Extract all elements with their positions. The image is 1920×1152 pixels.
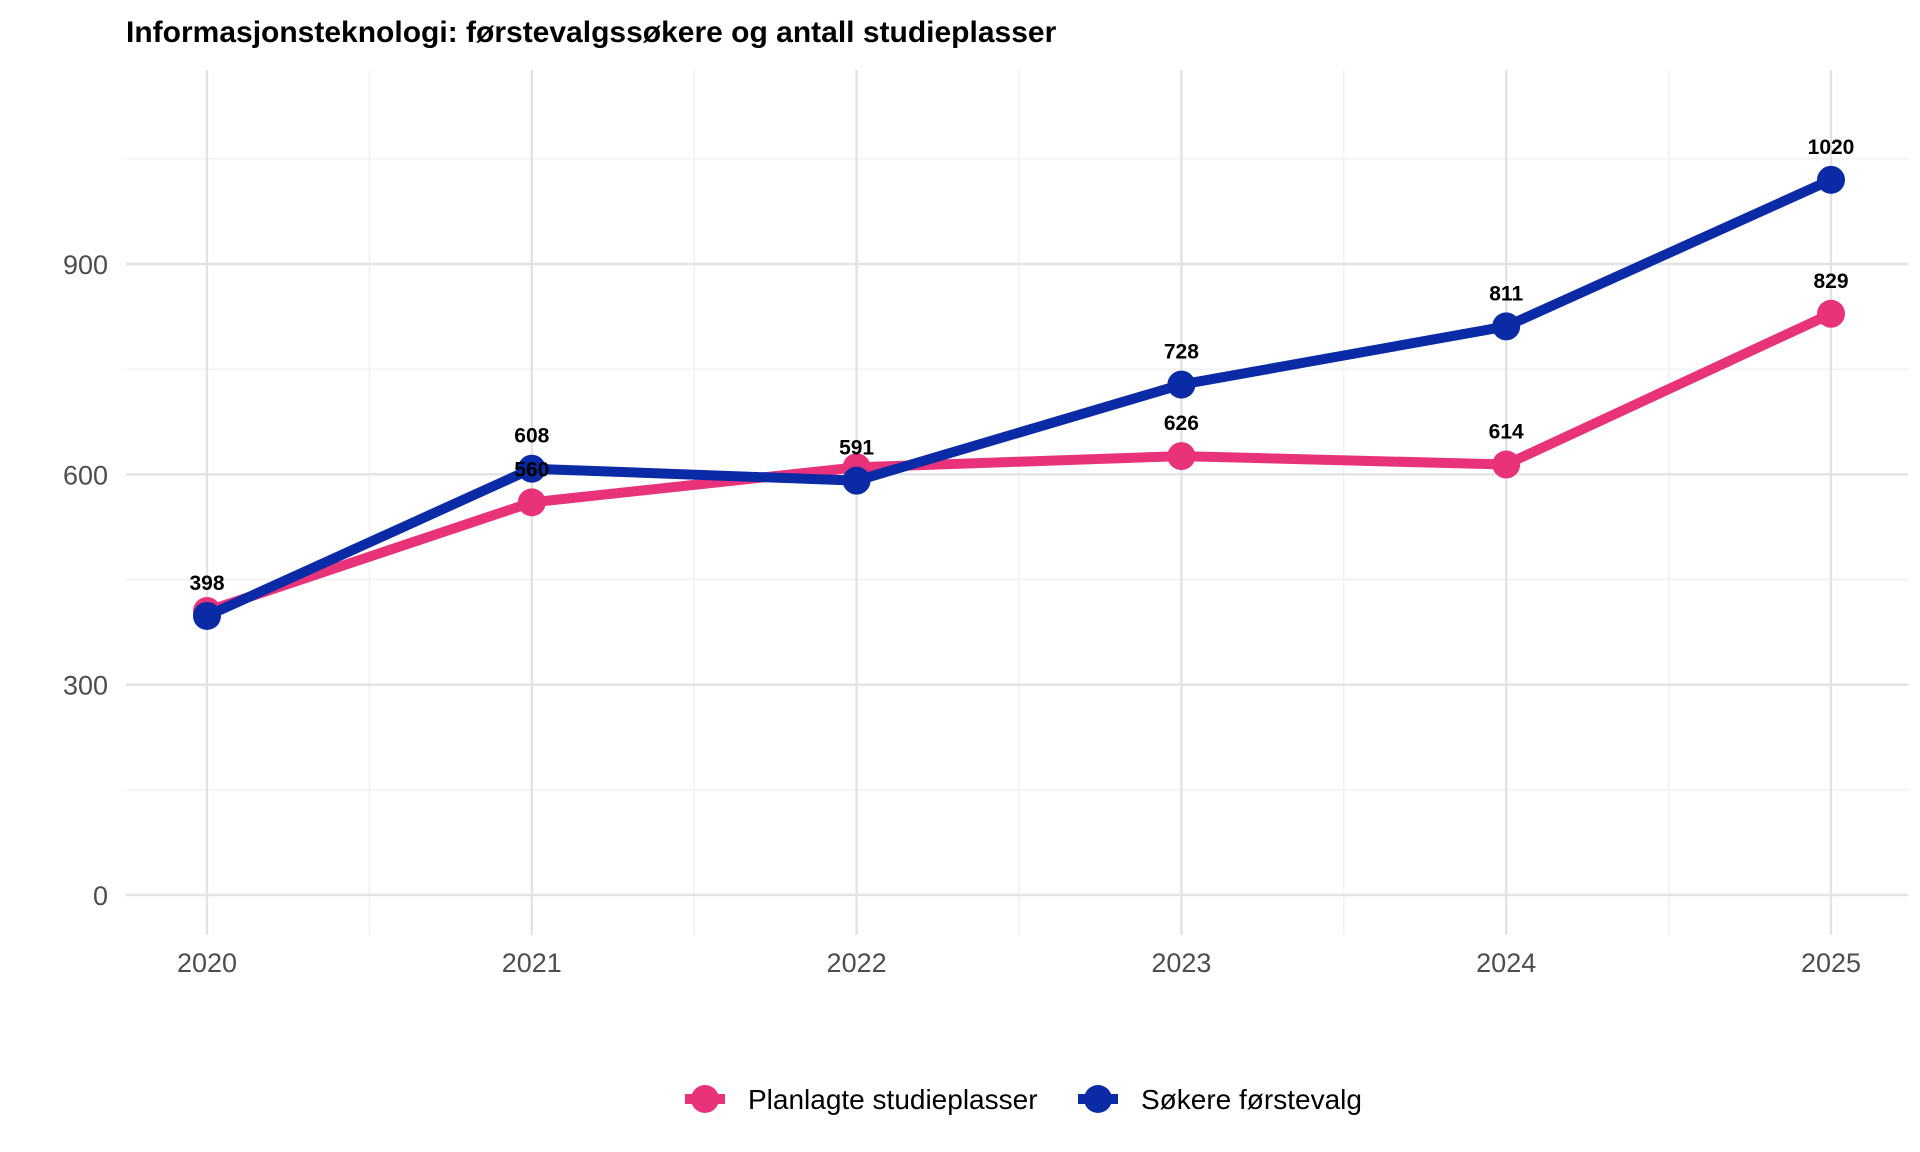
data-point	[193, 601, 221, 630]
legend-item-2: Søkere førstevalg	[1078, 1084, 1362, 1115]
series-line-1	[205, 309, 1834, 616]
data-label: 560	[514, 458, 549, 481]
major-gridlines	[126, 70, 1908, 935]
data-point	[517, 488, 546, 517]
x-axis-tick-labels: 2020 2021 2022 2023 2024 2025	[177, 948, 1861, 978]
legend-item-1: Planlagte studieplasser	[685, 1084, 1038, 1115]
legend-swatch-point	[1084, 1085, 1112, 1113]
y-tick-label: 600	[63, 460, 108, 490]
data-label: 398	[189, 572, 224, 595]
x-tick-label: 2024	[1476, 948, 1536, 978]
data-labels: 560 626 614 829 398 608 591 728 811 1020	[189, 136, 1854, 595]
x-tick-label: 2020	[177, 948, 237, 978]
series-layer	[193, 165, 1845, 630]
data-label: 811	[1489, 282, 1523, 305]
y-tick-label: 300	[63, 671, 108, 701]
data-label: 1020	[1808, 136, 1855, 159]
x-tick-label: 2022	[827, 948, 887, 978]
data-point	[1492, 312, 1521, 341]
data-point	[1817, 299, 1845, 328]
y-tick-label: 0	[93, 881, 108, 911]
data-label: 608	[514, 425, 549, 448]
x-tick-label: 2021	[502, 948, 562, 978]
data-label: 728	[1164, 341, 1199, 364]
minor-gridlines	[126, 70, 1908, 935]
legend: Planlagte studieplasser Søkere førstevalg	[685, 1084, 1362, 1115]
y-axis-tick-labels: 0 300 600 900	[63, 250, 108, 911]
y-tick-label: 900	[63, 250, 108, 280]
data-point	[842, 466, 871, 495]
data-point	[1167, 442, 1196, 471]
legend-label: Søkere førstevalg	[1141, 1084, 1362, 1115]
x-tick-label: 2023	[1151, 948, 1211, 978]
data-point	[1817, 165, 1845, 194]
data-label: 591	[839, 437, 874, 460]
data-point	[1167, 370, 1196, 399]
data-label: 614	[1489, 421, 1524, 444]
data-label: 829	[1813, 270, 1848, 293]
data-point	[1492, 450, 1521, 479]
chart-title: Informasjonsteknologi: førstevalgssøkere…	[126, 16, 1057, 49]
series-line-2	[204, 175, 1834, 621]
legend-swatch-point	[691, 1085, 719, 1113]
x-tick-label: 2025	[1801, 948, 1861, 978]
data-point	[517, 454, 546, 483]
legend-label: Planlagte studieplasser	[748, 1084, 1038, 1115]
data-label: 626	[1164, 412, 1199, 435]
